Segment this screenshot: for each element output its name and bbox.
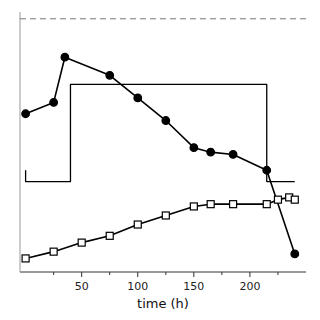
circle-marker xyxy=(22,110,30,118)
square-marker xyxy=(263,201,270,208)
x-tick xyxy=(81,272,82,277)
circle-marker xyxy=(190,144,198,152)
x-tick-label: 150 xyxy=(183,280,204,293)
x-axis-label: time (h) xyxy=(137,296,189,311)
square-marker xyxy=(162,212,169,219)
x-tick-label: 200 xyxy=(239,280,260,293)
circle-marker xyxy=(61,53,69,61)
x-minor-tick xyxy=(221,272,222,275)
square-marker xyxy=(106,232,113,239)
x-tick-label: 100 xyxy=(127,280,148,293)
y-axis-line xyxy=(20,12,21,272)
x-tick xyxy=(249,272,250,277)
square-marker xyxy=(207,201,214,208)
circle-marker xyxy=(263,166,271,174)
series-line xyxy=(26,57,295,254)
x-tick xyxy=(137,272,138,277)
square-marker xyxy=(50,248,57,255)
circle-marker xyxy=(291,250,299,258)
square-marker xyxy=(230,201,237,208)
circle-marker xyxy=(134,94,142,102)
square-marker xyxy=(78,239,85,246)
x-minor-tick xyxy=(53,272,54,275)
page: {"chart_data": { "type": "line", "xlabel… xyxy=(0,0,320,320)
square-marker xyxy=(291,196,298,203)
circle-marker xyxy=(229,151,237,159)
x-minor-tick xyxy=(109,272,110,275)
x-tick xyxy=(193,272,194,277)
reference-line xyxy=(20,18,306,19)
square-marker xyxy=(22,255,29,262)
chart-container: 50 100 150 200 time (h) xyxy=(0,0,320,320)
square-marker xyxy=(274,196,281,203)
chart: 50 100 150 200 time (h) xyxy=(0,0,320,320)
x-minor-tick xyxy=(165,272,166,275)
x-tick-label: 50 xyxy=(75,280,89,293)
series-line xyxy=(26,197,295,258)
square-marker xyxy=(190,203,197,210)
square-marker xyxy=(134,221,141,228)
x-minor-tick xyxy=(277,272,278,275)
circle-marker xyxy=(162,117,170,125)
x-axis-line xyxy=(20,272,306,273)
circle-marker xyxy=(50,99,58,107)
circle-marker xyxy=(106,72,114,80)
plot-area xyxy=(20,19,306,262)
series-line xyxy=(26,84,295,181)
circle-marker xyxy=(207,148,215,156)
